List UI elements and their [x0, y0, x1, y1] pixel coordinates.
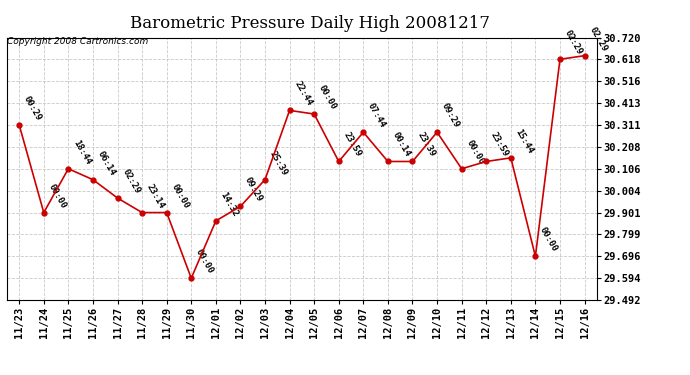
Text: 23:59: 23:59 [489, 131, 510, 159]
Text: 00:00: 00:00 [194, 248, 215, 275]
Text: 02:29: 02:29 [563, 29, 584, 57]
Text: 18:44: 18:44 [71, 138, 92, 166]
Text: 00:00: 00:00 [464, 138, 486, 166]
Text: Copyright 2008 Cartronics.com: Copyright 2008 Cartronics.com [7, 38, 148, 46]
Text: 00:29: 00:29 [22, 94, 43, 122]
Text: 14:32: 14:32 [219, 190, 240, 218]
Text: 09:29: 09:29 [243, 176, 264, 204]
Text: 09:29: 09:29 [440, 102, 461, 129]
Text: 23:59: 23:59 [342, 131, 363, 159]
Text: 22:44: 22:44 [293, 80, 313, 108]
Text: 02:29: 02:29 [587, 25, 609, 53]
Text: 00:00: 00:00 [170, 182, 190, 210]
Text: 02:29: 02:29 [120, 168, 141, 195]
Text: 06:14: 06:14 [96, 149, 117, 177]
Text: 23:14: 23:14 [145, 182, 166, 210]
Text: 25:39: 25:39 [268, 149, 289, 177]
Text: 00:14: 00:14 [391, 131, 412, 159]
Text: 00:00: 00:00 [538, 226, 560, 254]
Text: 23:39: 23:39 [415, 131, 437, 159]
Text: Barometric Pressure Daily High 20081217: Barometric Pressure Daily High 20081217 [130, 15, 491, 32]
Text: 15:44: 15:44 [513, 127, 535, 155]
Text: 00:00: 00:00 [317, 84, 338, 111]
Text: 00:00: 00:00 [46, 182, 68, 210]
Text: 07:44: 07:44 [366, 102, 387, 129]
